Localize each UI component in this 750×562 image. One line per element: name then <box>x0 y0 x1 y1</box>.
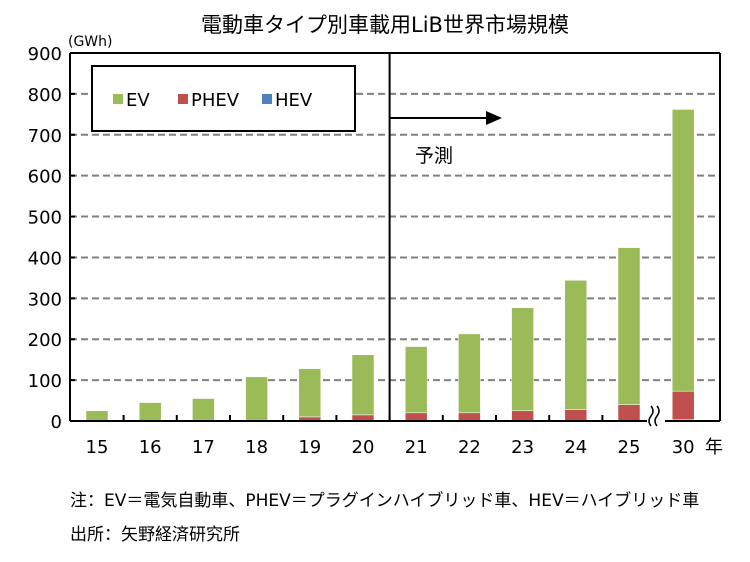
y-tick-label: 700 <box>28 126 62 147</box>
x-tick-label: 17 <box>192 437 215 458</box>
y-tick-label: 100 <box>28 371 62 392</box>
x-tick-label: 19 <box>298 437 321 458</box>
bar-ev-16 <box>138 402 162 422</box>
forecast-label: 予測 <box>415 145 453 167</box>
source-note: 出所：矢野経済研究所 <box>70 525 240 545</box>
bar-ev-15 <box>85 410 109 422</box>
y-axis-unit: (GWh) <box>68 34 113 50</box>
legend-label-hev: HEV <box>275 90 313 111</box>
bar-ev-25 <box>617 247 641 405</box>
bar-phev-24 <box>564 409 588 422</box>
bar-phev-22 <box>458 412 481 422</box>
x-tick-label: 21 <box>405 437 428 458</box>
x-tick-label: 15 <box>86 437 109 458</box>
footnote: 注：EV＝電気自動車、PHEV＝プラグインハイブリッド車、HEV＝ハイブリッド車 <box>70 491 700 511</box>
x-tick-label: 23 <box>511 437 534 458</box>
bar-phev-30 <box>671 390 695 421</box>
bar-ev-19 <box>298 368 322 418</box>
y-tick-label: 600 <box>28 167 62 188</box>
legend: EV PHEV HEV <box>91 65 356 132</box>
bar-ev-23 <box>511 307 534 412</box>
legend-swatch-ev <box>113 94 123 104</box>
y-tick-label: 500 <box>28 208 62 229</box>
bar-ev-18 <box>245 376 268 421</box>
y-tick-label: 900 <box>28 44 62 65</box>
y-tick-label: 0 <box>51 412 62 433</box>
y-tick-label: 400 <box>28 248 62 269</box>
bar-phev-25 <box>617 404 641 422</box>
chart-title: 電動車タイプ別車載用LiB世界市場規模 <box>201 13 569 37</box>
legend-swatch-hev <box>262 94 272 104</box>
x-tick-label: 25 <box>618 437 641 458</box>
arrow-right-icon <box>486 111 502 125</box>
x-tick-label: 30 <box>672 437 695 458</box>
bar-ev-20 <box>351 354 375 416</box>
x-tick-label: 18 <box>245 437 268 458</box>
x-axis-label: 年 <box>705 437 723 458</box>
y-tick-label: 800 <box>28 85 62 106</box>
legend-box <box>91 65 356 132</box>
bar-ev-21 <box>404 346 428 414</box>
y-tick-label: 200 <box>28 330 62 351</box>
bar-phev-21 <box>404 412 428 422</box>
x-tick-label: 22 <box>458 437 481 458</box>
x-tick-label: 16 <box>139 437 162 458</box>
bar-ev-17 <box>192 398 215 421</box>
y-tick-label: 300 <box>28 289 62 310</box>
axis-break-icon <box>648 405 660 427</box>
bar-ev-22 <box>458 333 481 414</box>
legend-label-phev: PHEV <box>191 90 240 111</box>
x-tick-label: 20 <box>352 437 375 458</box>
stacked-bar-chart: 電動車タイプ別車載用LiB世界市場規模 (GWh) 0 100 200 300 400 5… <box>28 13 723 458</box>
bar-ev-30 <box>671 109 695 392</box>
x-tick-label: 24 <box>564 437 587 458</box>
legend-swatch-phev <box>178 94 188 104</box>
legend-label-ev: EV <box>126 90 150 111</box>
bar-ev-24 <box>564 280 588 410</box>
bar-phev-23 <box>511 410 534 422</box>
